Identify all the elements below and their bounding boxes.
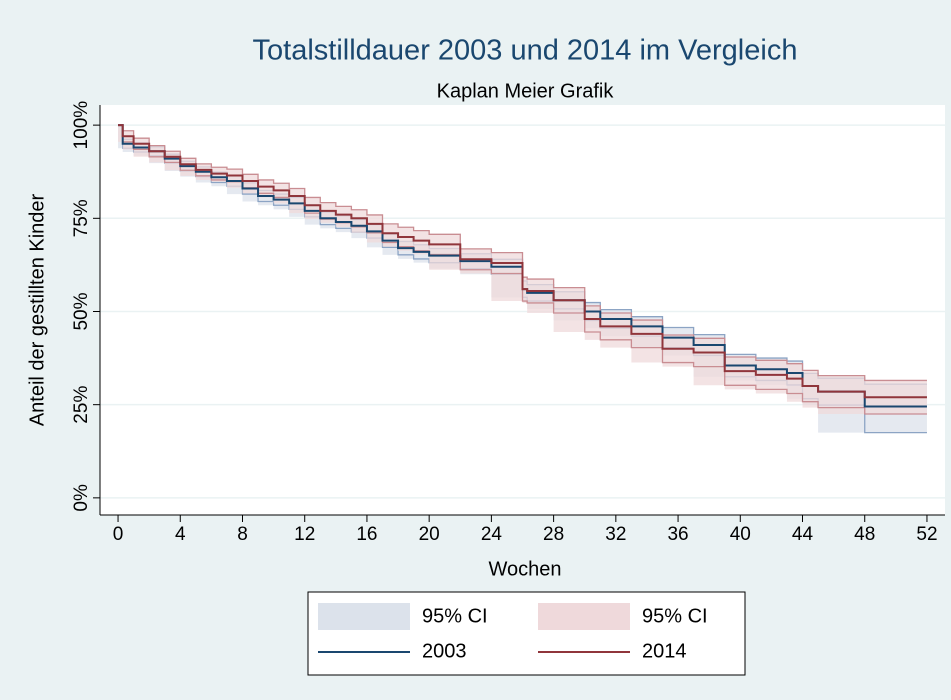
- x-tick-label: 4: [175, 524, 186, 545]
- y-axis-label: Anteil der gestillten Kinder: [26, 193, 48, 426]
- legend-swatch: [318, 603, 410, 630]
- y-tick-label: 100%: [71, 101, 92, 150]
- y-tick-label: 0%: [71, 484, 92, 512]
- y-tick-label: 75%: [71, 199, 92, 237]
- ci-edge: [118, 124, 927, 382]
- x-tick-label: 40: [730, 524, 751, 545]
- x-tick-label: 48: [854, 524, 875, 545]
- x-tick-label: 44: [792, 524, 814, 545]
- y-tick-label: 25%: [71, 386, 92, 424]
- x-tick-label: 16: [356, 524, 377, 545]
- x-tick-label: 24: [481, 524, 503, 545]
- y-tick-label: 50%: [71, 292, 92, 330]
- x-tick-label: 12: [294, 524, 315, 545]
- x-tick-label: 36: [667, 524, 688, 545]
- survival-line: [118, 124, 927, 399]
- x-tick-label: 32: [605, 524, 626, 545]
- legend-label: 2003: [422, 640, 467, 662]
- chart-title: Totalstilldauer 2003 und 2014 im Verglei…: [253, 35, 798, 67]
- x-tick-label: 52: [916, 524, 937, 545]
- x-tick-label: 20: [419, 524, 440, 545]
- chart-subtitle: Kaplan Meier Grafik: [437, 80, 615, 102]
- legend-label: 2014: [642, 640, 687, 662]
- legend-label: 95% CI: [642, 605, 708, 627]
- legend-swatch: [538, 603, 630, 630]
- x-tick-label: 0: [113, 524, 124, 545]
- x-axis-label: Wochen: [488, 558, 561, 580]
- legend-label: 95% CI: [422, 605, 488, 627]
- survival-line: [118, 124, 927, 408]
- x-tick-label: 28: [543, 524, 564, 545]
- plot-area: [100, 105, 945, 515]
- x-tick-label: 8: [237, 524, 248, 545]
